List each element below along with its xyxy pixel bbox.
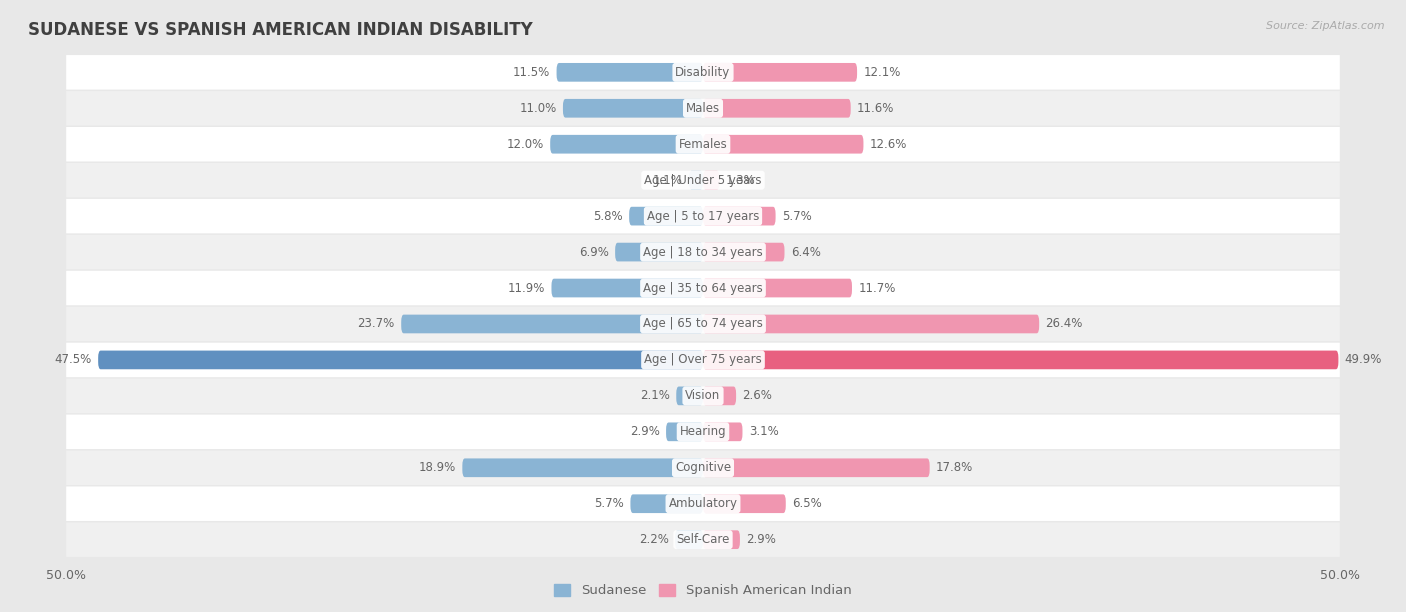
Text: 2.2%: 2.2% bbox=[638, 533, 669, 546]
FancyBboxPatch shape bbox=[66, 235, 1340, 269]
FancyBboxPatch shape bbox=[703, 315, 1039, 334]
Text: 18.9%: 18.9% bbox=[419, 461, 456, 474]
Text: 49.9%: 49.9% bbox=[1344, 353, 1382, 367]
FancyBboxPatch shape bbox=[66, 127, 1340, 162]
FancyBboxPatch shape bbox=[703, 63, 858, 81]
Text: 12.0%: 12.0% bbox=[506, 138, 544, 151]
Text: 6.4%: 6.4% bbox=[790, 245, 821, 259]
Text: 2.9%: 2.9% bbox=[630, 425, 659, 438]
FancyBboxPatch shape bbox=[703, 351, 1339, 369]
Legend: Sudanese, Spanish American Indian: Sudanese, Spanish American Indian bbox=[550, 579, 856, 603]
FancyBboxPatch shape bbox=[66, 199, 1340, 233]
Text: 12.1%: 12.1% bbox=[863, 66, 901, 79]
Text: 5.7%: 5.7% bbox=[595, 497, 624, 510]
FancyBboxPatch shape bbox=[703, 99, 851, 118]
Text: 11.9%: 11.9% bbox=[508, 282, 546, 294]
Text: Age | 5 to 17 years: Age | 5 to 17 years bbox=[647, 210, 759, 223]
Text: 2.1%: 2.1% bbox=[640, 389, 669, 402]
FancyBboxPatch shape bbox=[676, 387, 703, 405]
Text: 2.9%: 2.9% bbox=[747, 533, 776, 546]
Text: Age | Under 5 years: Age | Under 5 years bbox=[644, 174, 762, 187]
Text: Self-Care: Self-Care bbox=[676, 533, 730, 546]
Text: SUDANESE VS SPANISH AMERICAN INDIAN DISABILITY: SUDANESE VS SPANISH AMERICAN INDIAN DISA… bbox=[28, 21, 533, 39]
Text: Disability: Disability bbox=[675, 66, 731, 79]
Text: 17.8%: 17.8% bbox=[936, 461, 973, 474]
Text: Age | 65 to 74 years: Age | 65 to 74 years bbox=[643, 318, 763, 330]
FancyBboxPatch shape bbox=[689, 171, 703, 190]
FancyBboxPatch shape bbox=[66, 343, 1340, 377]
FancyBboxPatch shape bbox=[675, 531, 703, 549]
Text: 1.3%: 1.3% bbox=[725, 174, 755, 187]
FancyBboxPatch shape bbox=[66, 450, 1340, 485]
FancyBboxPatch shape bbox=[703, 135, 863, 154]
Text: Females: Females bbox=[679, 138, 727, 151]
FancyBboxPatch shape bbox=[703, 243, 785, 261]
FancyBboxPatch shape bbox=[66, 307, 1340, 341]
FancyBboxPatch shape bbox=[703, 458, 929, 477]
FancyBboxPatch shape bbox=[66, 379, 1340, 413]
FancyBboxPatch shape bbox=[66, 487, 1340, 521]
Text: Source: ZipAtlas.com: Source: ZipAtlas.com bbox=[1267, 21, 1385, 31]
FancyBboxPatch shape bbox=[703, 531, 740, 549]
FancyBboxPatch shape bbox=[703, 171, 720, 190]
FancyBboxPatch shape bbox=[550, 135, 703, 154]
Text: Age | 18 to 34 years: Age | 18 to 34 years bbox=[643, 245, 763, 259]
Text: Hearing: Hearing bbox=[679, 425, 727, 438]
Text: 11.0%: 11.0% bbox=[519, 102, 557, 115]
FancyBboxPatch shape bbox=[616, 243, 703, 261]
FancyBboxPatch shape bbox=[463, 458, 703, 477]
Text: Ambulatory: Ambulatory bbox=[668, 497, 738, 510]
Text: 12.6%: 12.6% bbox=[870, 138, 907, 151]
Text: 47.5%: 47.5% bbox=[55, 353, 91, 367]
Text: 2.6%: 2.6% bbox=[742, 389, 772, 402]
FancyBboxPatch shape bbox=[66, 55, 1340, 89]
FancyBboxPatch shape bbox=[562, 99, 703, 118]
FancyBboxPatch shape bbox=[66, 163, 1340, 198]
Text: 1.1%: 1.1% bbox=[652, 174, 683, 187]
FancyBboxPatch shape bbox=[401, 315, 703, 334]
Text: Males: Males bbox=[686, 102, 720, 115]
Text: 11.7%: 11.7% bbox=[858, 282, 896, 294]
Text: 23.7%: 23.7% bbox=[357, 318, 395, 330]
Text: 6.9%: 6.9% bbox=[579, 245, 609, 259]
FancyBboxPatch shape bbox=[98, 351, 703, 369]
FancyBboxPatch shape bbox=[628, 207, 703, 225]
FancyBboxPatch shape bbox=[703, 207, 776, 225]
Text: 6.5%: 6.5% bbox=[792, 497, 823, 510]
FancyBboxPatch shape bbox=[551, 278, 703, 297]
FancyBboxPatch shape bbox=[66, 414, 1340, 449]
FancyBboxPatch shape bbox=[703, 422, 742, 441]
Text: Age | 35 to 64 years: Age | 35 to 64 years bbox=[643, 282, 763, 294]
FancyBboxPatch shape bbox=[703, 387, 737, 405]
Text: Age | Over 75 years: Age | Over 75 years bbox=[644, 353, 762, 367]
Text: 5.7%: 5.7% bbox=[782, 210, 811, 223]
Text: Cognitive: Cognitive bbox=[675, 461, 731, 474]
FancyBboxPatch shape bbox=[66, 523, 1340, 557]
FancyBboxPatch shape bbox=[703, 278, 852, 297]
FancyBboxPatch shape bbox=[703, 494, 786, 513]
FancyBboxPatch shape bbox=[557, 63, 703, 81]
FancyBboxPatch shape bbox=[66, 271, 1340, 305]
Text: 26.4%: 26.4% bbox=[1046, 318, 1083, 330]
Text: 11.6%: 11.6% bbox=[858, 102, 894, 115]
Text: 11.5%: 11.5% bbox=[513, 66, 550, 79]
Text: 3.1%: 3.1% bbox=[749, 425, 779, 438]
FancyBboxPatch shape bbox=[630, 494, 703, 513]
Text: 5.8%: 5.8% bbox=[593, 210, 623, 223]
FancyBboxPatch shape bbox=[66, 91, 1340, 125]
Text: Vision: Vision bbox=[685, 389, 721, 402]
FancyBboxPatch shape bbox=[666, 422, 703, 441]
